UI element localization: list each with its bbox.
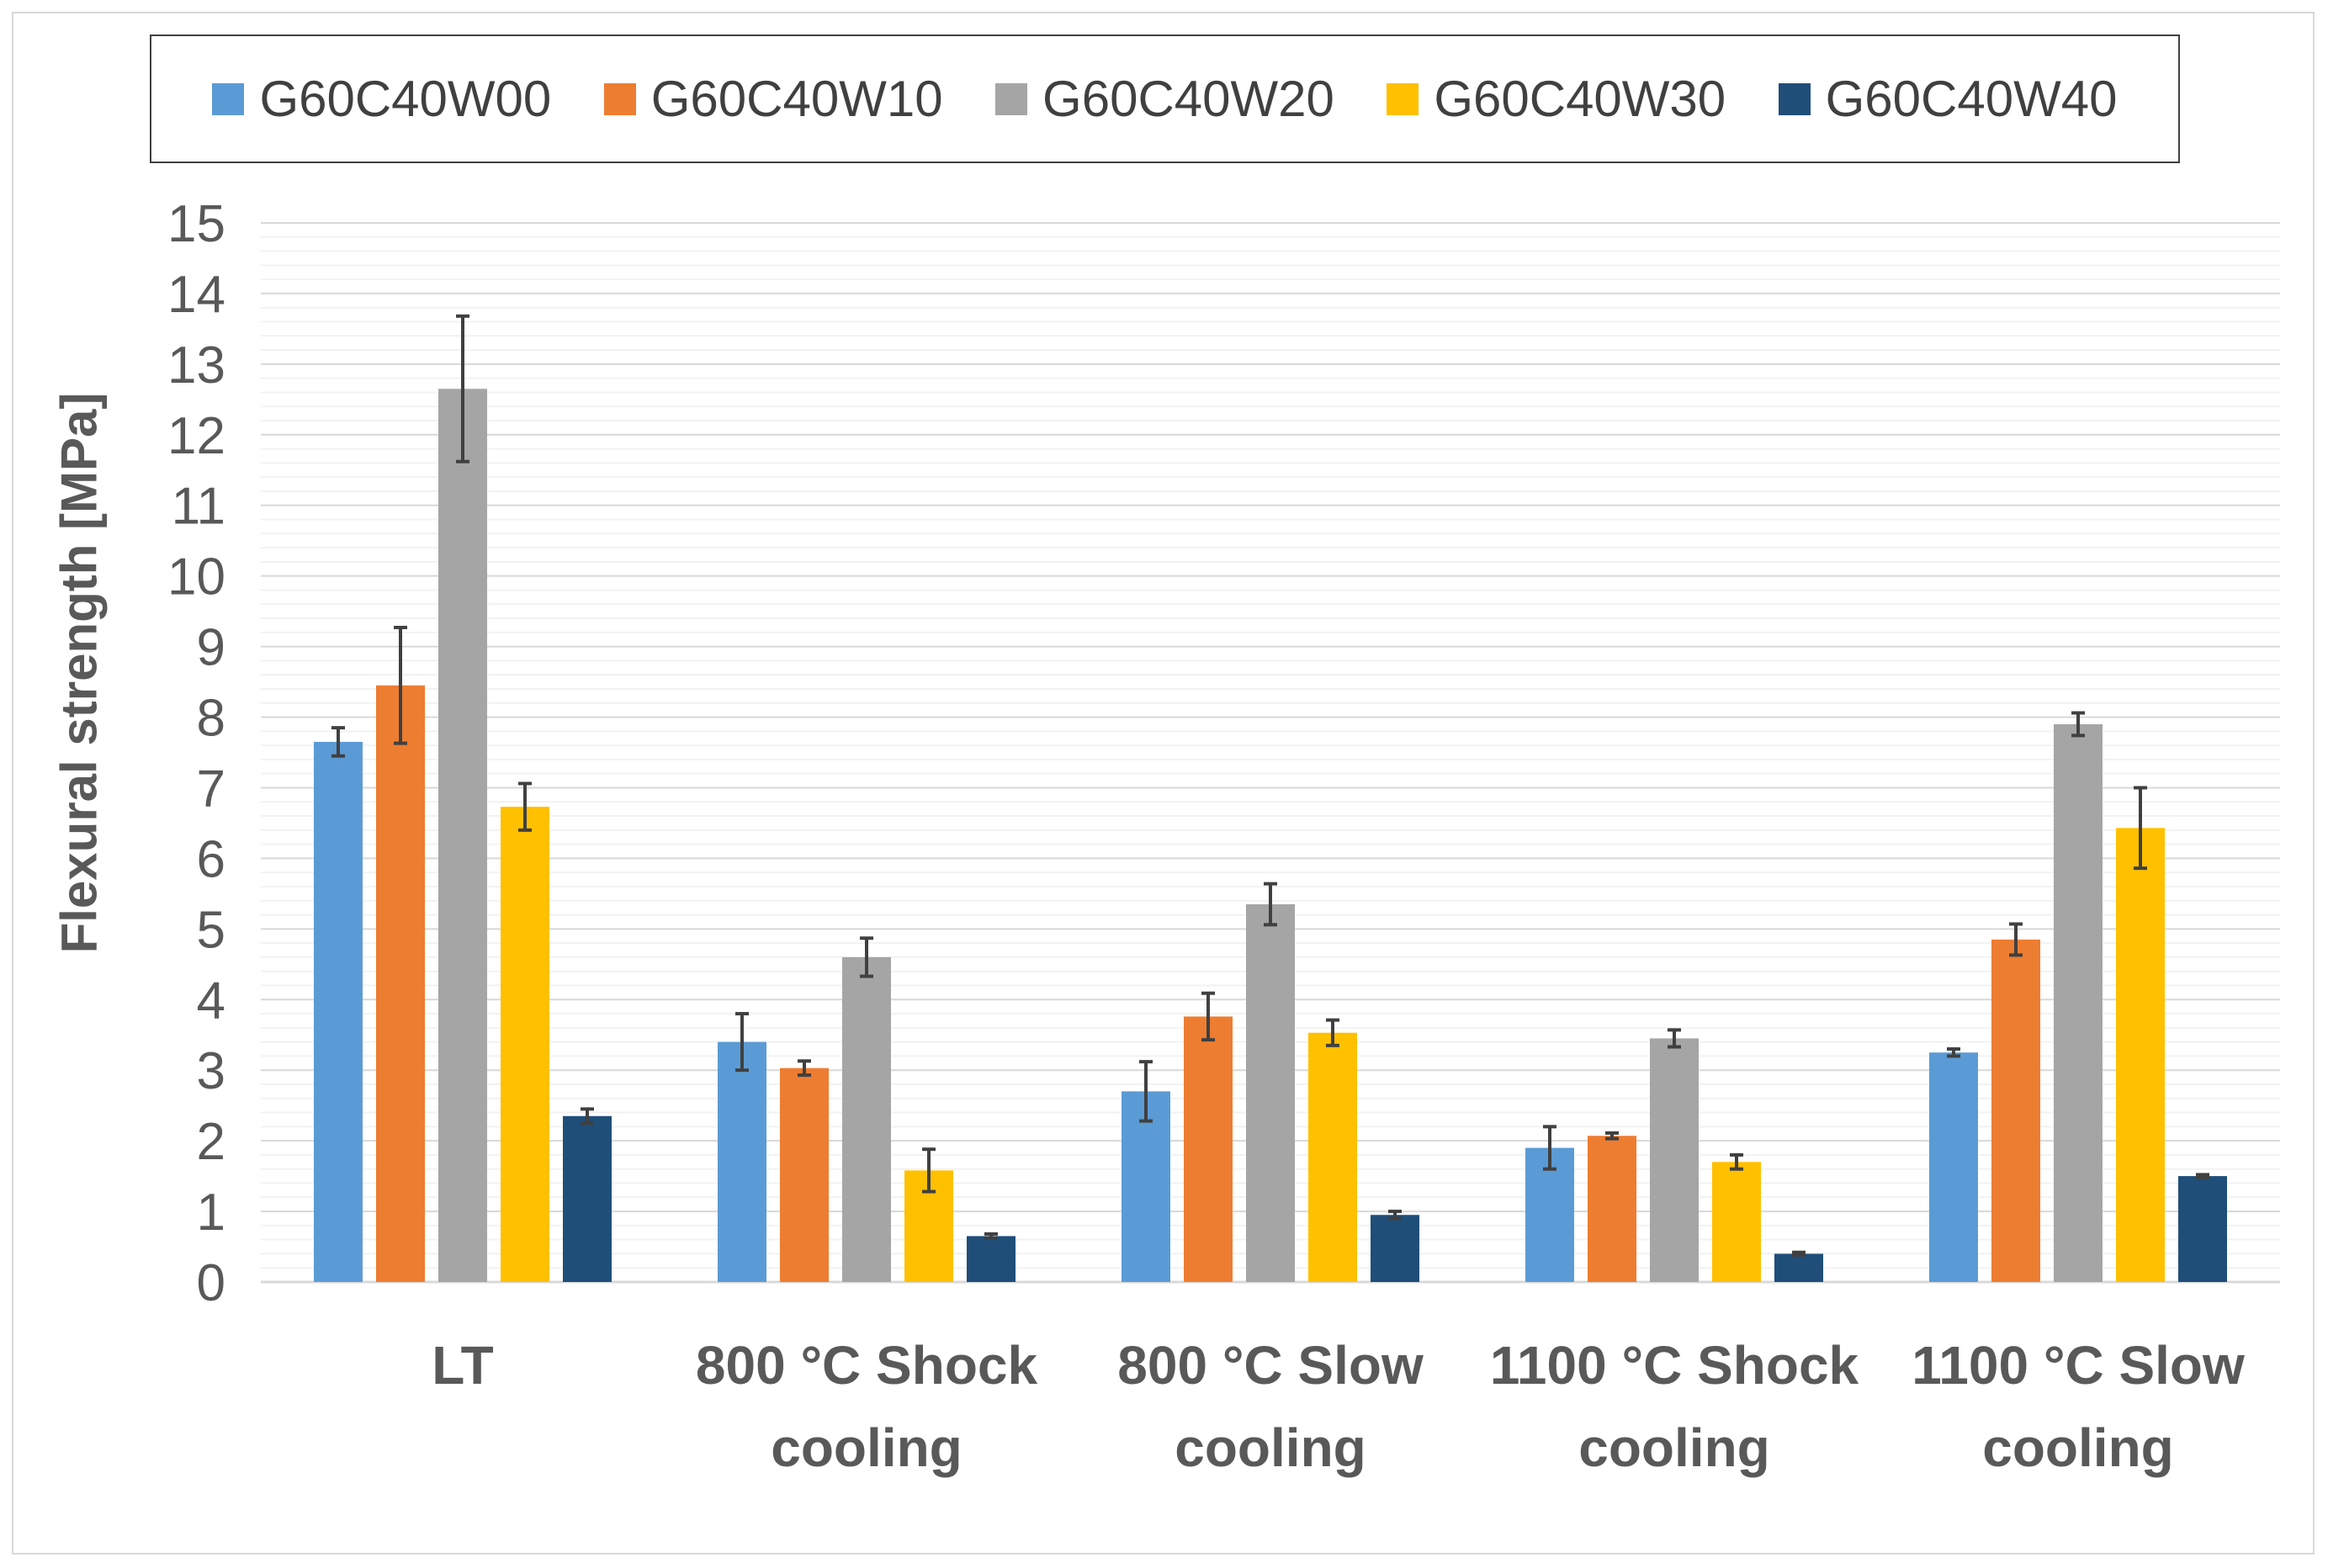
legend-swatch (212, 82, 245, 115)
bar-g60c40w00 (314, 741, 363, 1282)
y-tick-label: 12 (167, 407, 225, 465)
y-tick-label: 6 (197, 830, 225, 888)
bar-g60c40w20 (438, 389, 487, 1282)
x-category-label: cooling (771, 1417, 962, 1478)
y-axis-title: Flexural strength [MPa] (50, 392, 108, 954)
legend-swatch (1387, 82, 1419, 115)
bar-g60c40w00 (718, 1041, 766, 1282)
legend: G60C40W00 G60C40W10 G60C40W20 G60C40W30 G60C… (150, 34, 2180, 163)
x-category-label: LT (432, 1335, 493, 1396)
bar-g60c40w20 (2054, 723, 2103, 1282)
y-tick-label: 13 (167, 336, 225, 395)
bar-g60c40w00 (1929, 1052, 1978, 1282)
bar-g60c40w40 (967, 1236, 1016, 1282)
y-tick-label: 10 (167, 548, 225, 607)
legend-label: G60C40W10 (650, 71, 943, 127)
bar-g60c40w10 (376, 685, 425, 1282)
bar-g60c40w10 (1991, 939, 2040, 1282)
bar-g60c40w30 (1308, 1032, 1357, 1282)
legend-swatch (603, 82, 636, 115)
bar-g60c40w30 (1712, 1162, 1761, 1282)
legend-item: G60C40W20 (995, 70, 1334, 128)
y-tick-label: 7 (197, 760, 225, 818)
y-tick-label: 15 (167, 195, 225, 253)
bar-g60c40w20 (1246, 903, 1295, 1282)
x-category-label: cooling (1175, 1417, 1366, 1478)
x-category-label: cooling (1982, 1417, 2174, 1478)
bar-g60c40w10 (1588, 1136, 1636, 1282)
y-tick-label: 8 (197, 690, 225, 748)
legend-item: G60C40W40 (1778, 70, 2118, 128)
y-tick-label: 14 (167, 266, 225, 324)
bar-g60c40w40 (1371, 1215, 1419, 1282)
x-category-label: 800 °C Shock (696, 1335, 1038, 1396)
x-category-label: 800 °C Slow (1117, 1335, 1424, 1396)
y-tick-label: 1 (197, 1184, 225, 1242)
bar-g60c40w30 (2116, 828, 2165, 1282)
bar-g60c40w40 (563, 1115, 612, 1282)
y-tick-label: 11 (172, 478, 225, 536)
x-category-label: cooling (1578, 1417, 1770, 1478)
bar-g60c40w20 (1650, 1038, 1699, 1282)
legend-label: G60C40W40 (1825, 71, 2118, 127)
bar-g60c40w10 (780, 1067, 829, 1282)
x-category-label: 1100 °C Slow (1912, 1335, 2245, 1396)
bar-g60c40w00 (1122, 1091, 1170, 1282)
legend-label: G60C40W00 (259, 71, 552, 127)
legend-label: G60C40W30 (1434, 71, 1726, 127)
legend-swatch (1778, 82, 1811, 115)
y-tick-label: 3 (197, 1042, 225, 1100)
y-tick-label: 2 (197, 1113, 225, 1171)
x-category-label: 1100 °C Shock (1490, 1335, 1859, 1396)
legend-label: G60C40W20 (1042, 71, 1334, 127)
y-tick-label: 9 (197, 619, 225, 677)
bar-g60c40w30 (501, 807, 549, 1282)
y-tick-label: 4 (197, 972, 225, 1030)
bar-g60c40w20 (842, 956, 891, 1282)
legend-swatch (995, 82, 1028, 115)
bar-g60c40w40 (1774, 1253, 1823, 1282)
y-tick-label: 0 (197, 1254, 225, 1312)
bar-g60c40w10 (1184, 1016, 1233, 1282)
bar-g60c40w40 (2178, 1176, 2227, 1282)
y-tick-label: 5 (197, 901, 225, 959)
legend-item: G60C40W30 (1387, 70, 1726, 128)
legend-item: G60C40W00 (212, 70, 551, 128)
legend-item: G60C40W10 (603, 70, 943, 128)
